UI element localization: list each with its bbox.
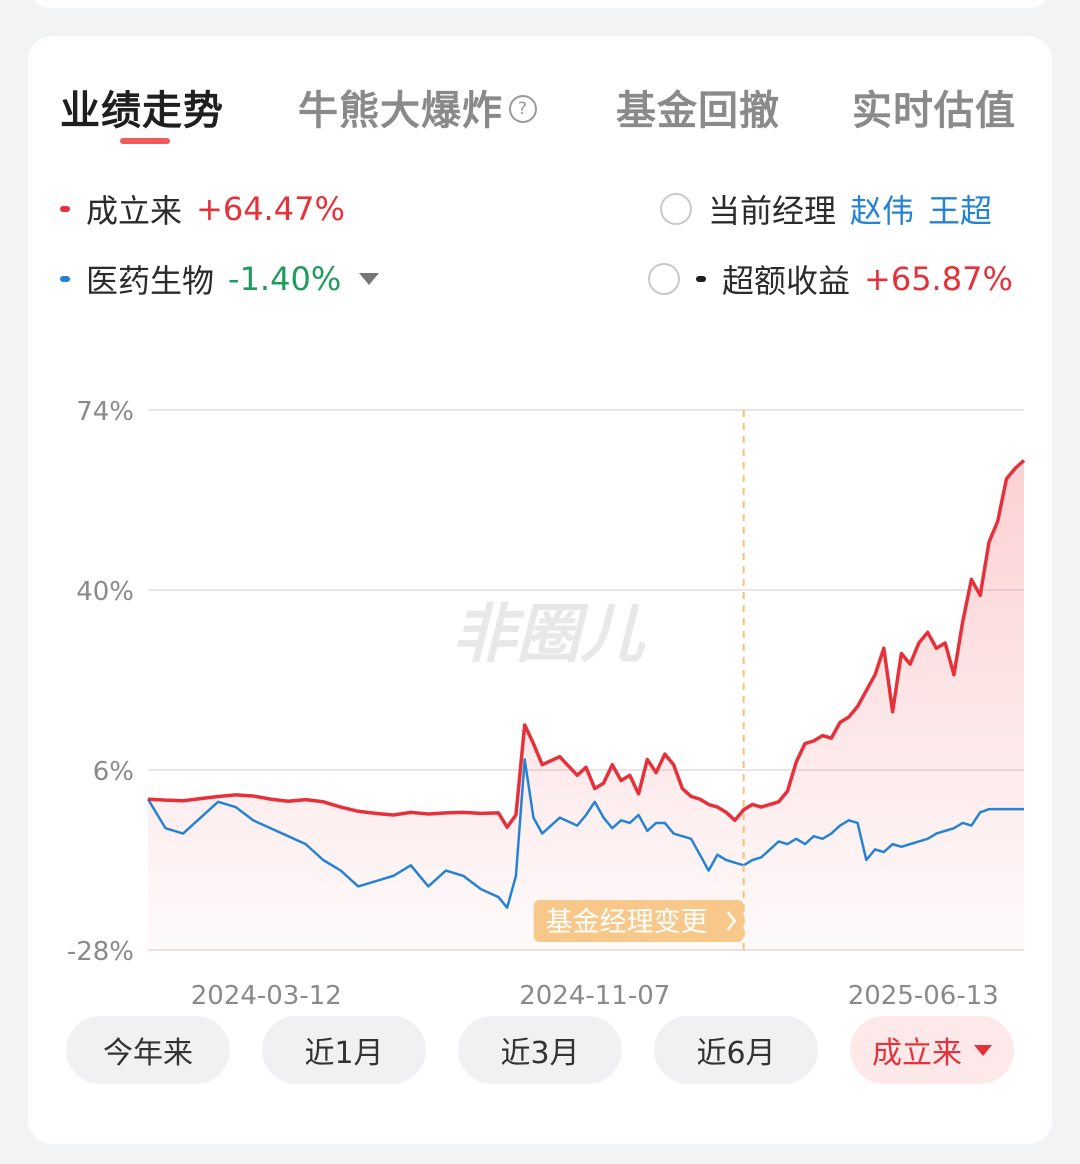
manager-label: 当前经理 [708,192,837,230]
y-tick-label: -28% [67,937,134,967]
excess-label: 超额收益 [722,262,851,300]
chevron-right-icon [726,911,737,931]
legend-benchmark[interactable]: 医药生物 -1.40% [60,254,380,304]
tab-drawdown[interactable]: 基金回撤 [616,88,780,134]
caret-down-icon[interactable] [359,273,380,285]
excess-radio[interactable] [648,263,680,295]
blue-dot-icon [60,276,70,282]
legend-fund: 成立来 +64.47% [60,184,345,234]
performance-card: 业绩走势 牛熊大爆炸? 基金回撤 实时估值 成立来 +64.47% 医药生物 -… [28,36,1052,1144]
fund-area-fill [148,460,1024,950]
tab-performance[interactable]: 业绩走势 [60,88,224,134]
previous-card-edge [28,0,1052,8]
manager-change-label: 基金经理变更 [546,907,708,938]
black-dot-icon [696,276,706,282]
chart-svg: 非圈儿 基金经理变更 74% 40% 6% -28% 2024-03-12 2024-1… [67,397,1026,1011]
active-tab-indicator [120,138,170,144]
tab-bar: 业绩走势 牛熊大爆炸? 基金回撤 实时估值 [28,36,1052,176]
x-tick-label: 2024-03-12 [191,981,342,1011]
fund-series-line [147,459,1026,829]
y-tick-label: 74% [76,397,134,427]
question-circle-icon[interactable]: ? [509,95,537,123]
red-dot-icon [60,206,70,212]
manager-name-link[interactable]: 赵伟 [850,192,915,230]
legend-fund-label: 成立来 [86,192,183,230]
range-1m-button[interactable]: 近1月 [262,1016,426,1084]
y-tick-label: 40% [76,577,134,607]
manager-change-badge[interactable] [533,900,744,942]
x-tick-label: 2025-06-13 [848,981,999,1011]
tab-realtime-valuation[interactable]: 实时估值 [852,88,1016,134]
benchmark-series-line [146,758,1024,909]
legend-benchmark-label: 医药生物 [86,262,215,300]
legend-excess[interactable]: 超额收益 +65.87% [648,254,1013,304]
excess-value: +65.87% [864,260,1013,298]
range-selector: 今年来 近1月 近3月 近6月 成立来 [28,1016,1052,1096]
range-3m-button[interactable]: 近3月 [458,1016,622,1084]
manager-name-link[interactable]: 王超 [928,192,993,230]
watermark-text: 非圈儿 [452,598,646,672]
range-6m-button[interactable]: 近6月 [654,1016,818,1084]
manager-radio[interactable] [660,193,692,225]
caret-down-icon [974,1044,992,1056]
range-ytd-button[interactable]: 今年来 [66,1016,230,1084]
y-tick-label: 6% [93,757,134,787]
legend-manager[interactable]: 当前经理 赵伟 王超 [660,184,992,234]
legend-benchmark-value: -1.40% [228,260,342,298]
performance-chart[interactable]: 非圈儿 基金经理变更 74% 40% 6% -28% 2024-03-12 2024-1… [28,356,1052,1016]
legend-fund-value: +64.47% [196,190,345,228]
x-tick-label: 2024-11-07 [519,981,670,1011]
tab-bull-bear[interactable]: 牛熊大爆炸? [298,78,537,136]
range-since-inception-button[interactable]: 成立来 [850,1016,1014,1084]
